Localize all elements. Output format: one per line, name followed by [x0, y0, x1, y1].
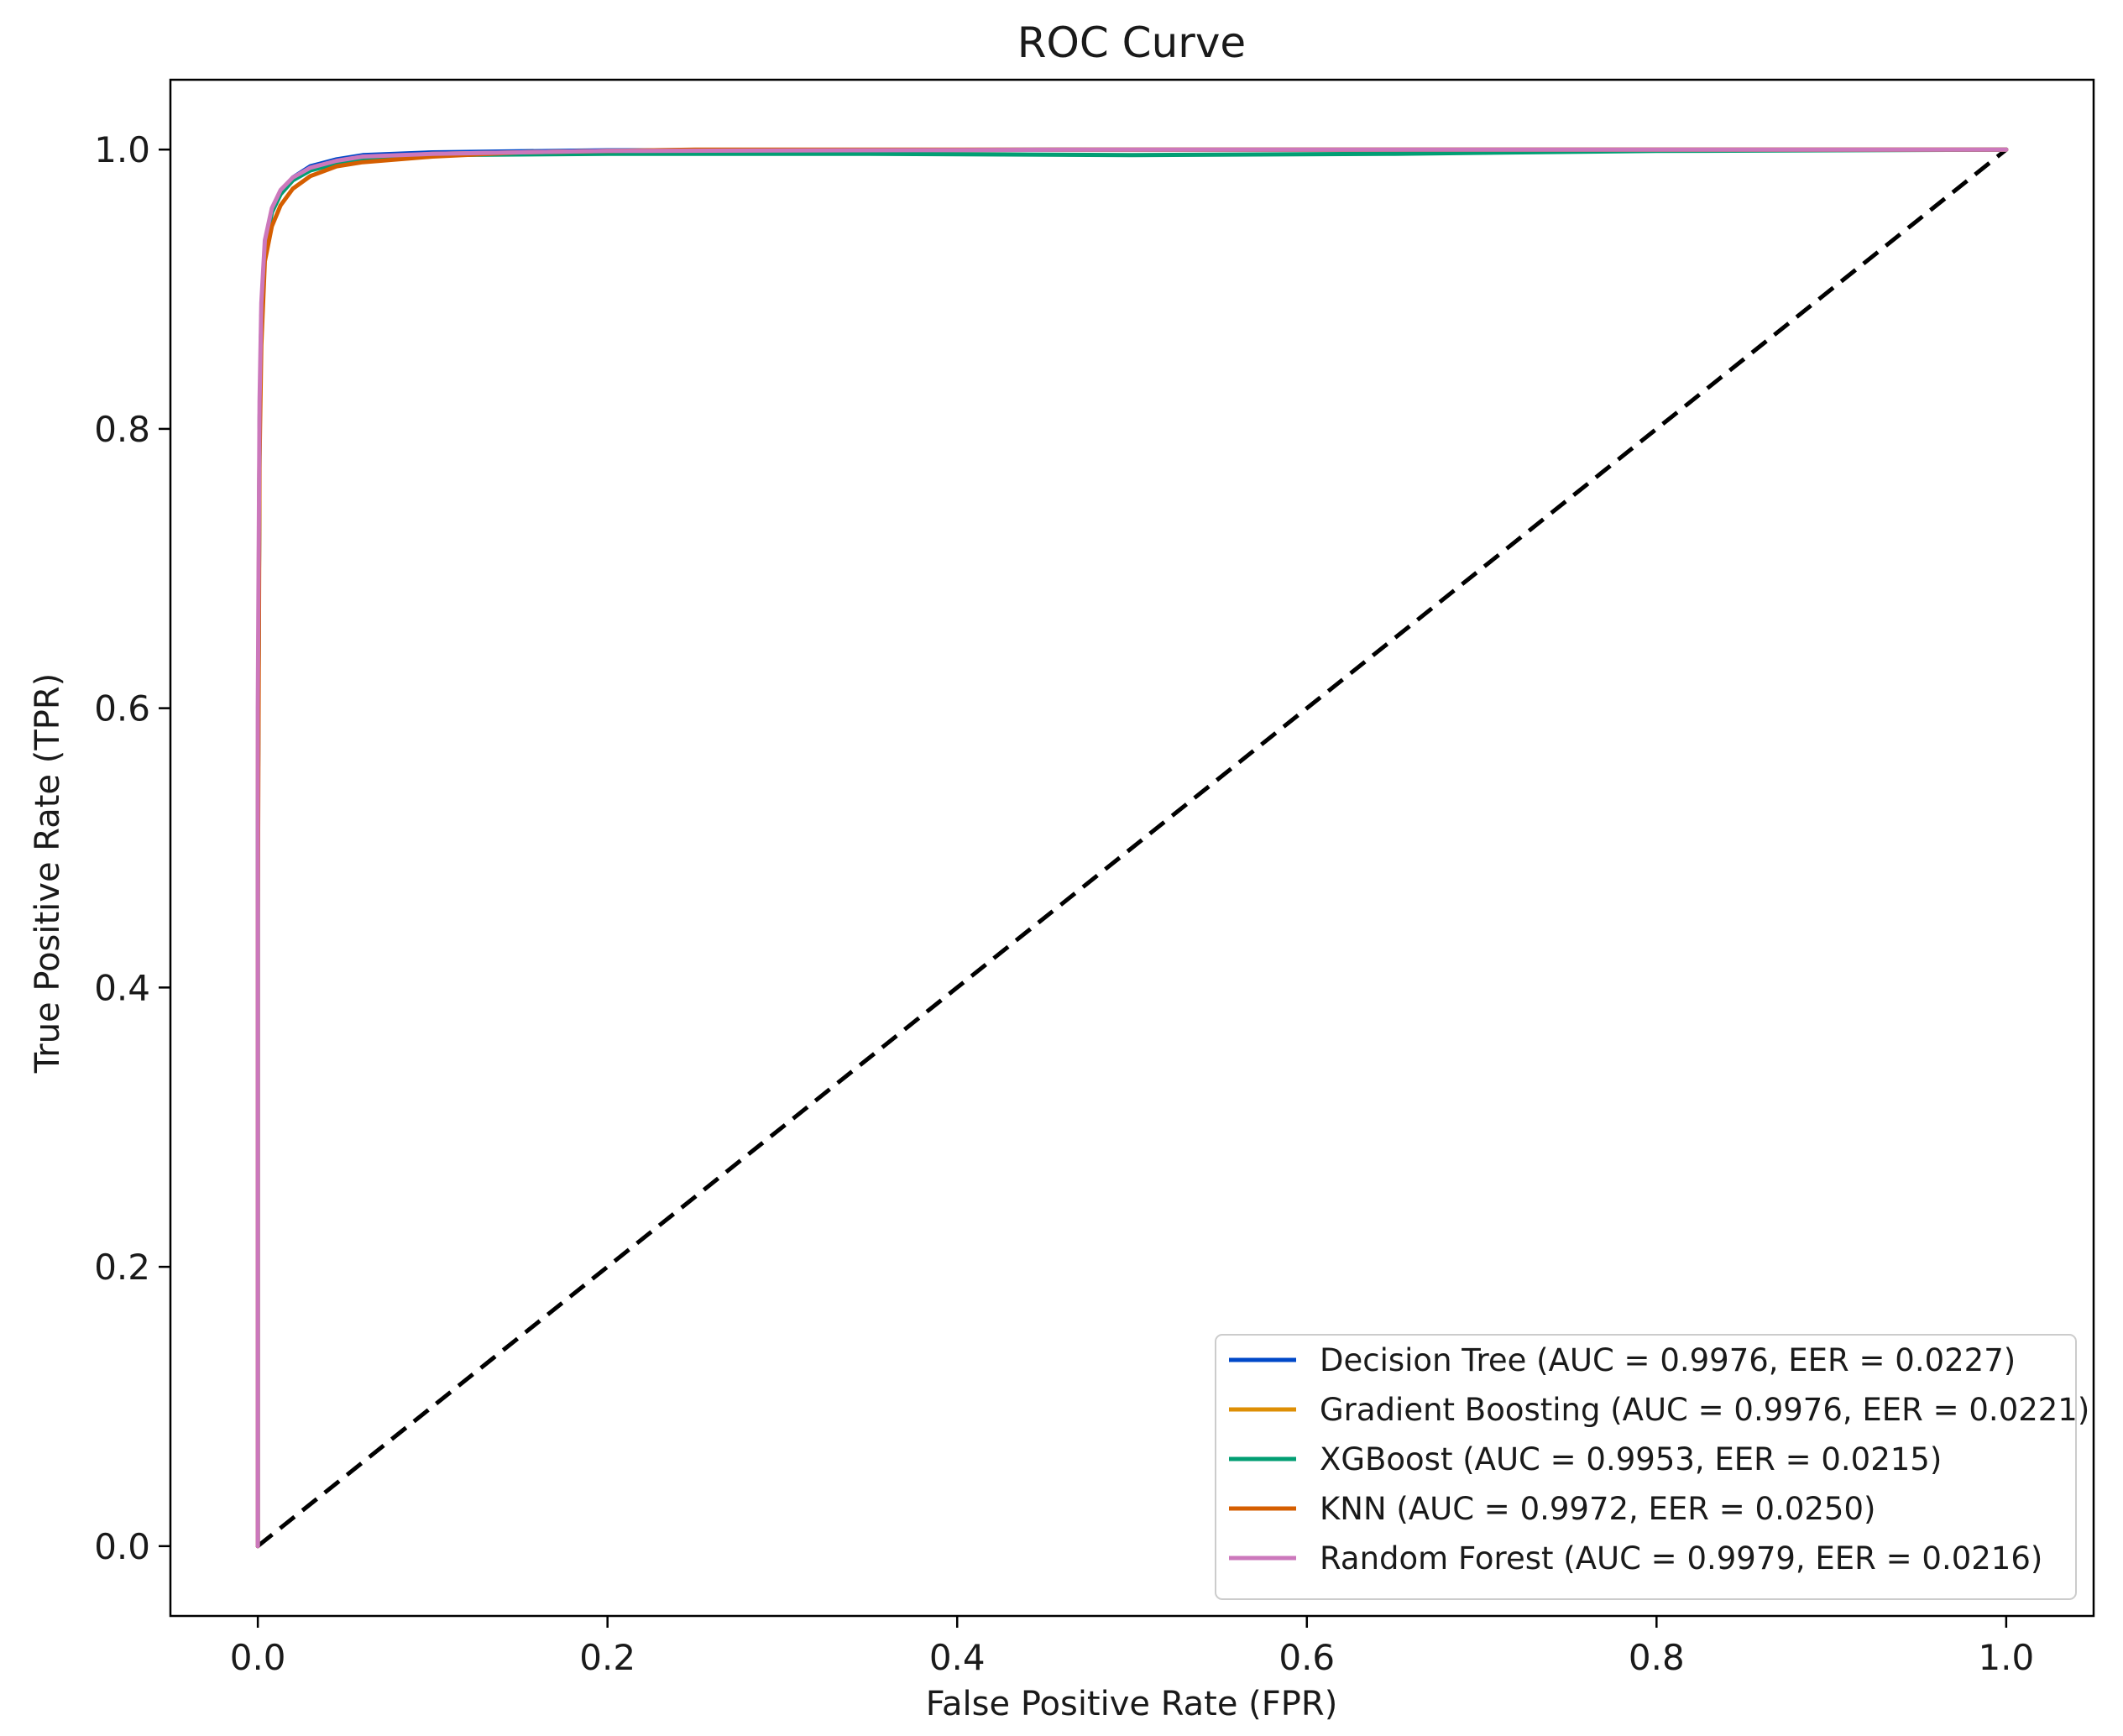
y-tick-label: 0.6 [94, 688, 150, 729]
legend-entry-label: Decision Tree (AUC = 0.9976, EER = 0.022… [1320, 1342, 2016, 1378]
x-tick-label: 0.4 [929, 1637, 986, 1678]
series-line-4 [255, 147, 2009, 1549]
legend-box [1215, 1334, 2077, 1600]
plot-frame [169, 78, 2095, 1618]
x-tick-label: 1.0 [1978, 1637, 2034, 1678]
y-tick-label: 0.2 [94, 1247, 150, 1288]
y-axis-label: True Positive Rate (TPR) [29, 673, 67, 1075]
axis-ticks: 0.0 0.2 0.4 0.6 0.8 1.0 0.0 0.2 0.4 0.6 0.8 1.0 [94, 129, 2034, 1678]
x-tick-label: 0.6 [1279, 1637, 1335, 1678]
x-tick-label: 0.0 [230, 1637, 286, 1678]
x-axis-label: False Positive Rate (FPR) [926, 1685, 1338, 1723]
plot-area [169, 78, 2095, 1618]
legend-entry-label: XGBoost (AUC = 0.9953, EER = 0.0215) [1320, 1441, 1942, 1477]
legend-entry-label: Gradient Boosting (AUC = 0.9976, EER = 0… [1320, 1392, 2089, 1428]
reference-diagonal-line [256, 148, 2008, 1548]
legend-entry-label: KNN (AUC = 0.9972, EER = 0.0250) [1320, 1491, 1875, 1527]
x-tick-label: 0.2 [579, 1637, 635, 1678]
y-tick-label: 1.0 [94, 129, 150, 170]
chart-title: ROC Curve [1017, 18, 1246, 67]
y-tick-label: 0.8 [94, 409, 150, 450]
legend: Decision Tree (AUC = 0.9976, EER = 0.022… [1215, 1334, 2089, 1600]
x-tick-label: 0.8 [1629, 1637, 1685, 1678]
legend-entry-label: Random Forest (AUC = 0.9979, EER = 0.021… [1320, 1540, 2042, 1577]
y-tick-label: 0.0 [94, 1526, 150, 1567]
y-tick-label: 0.4 [94, 967, 150, 1008]
